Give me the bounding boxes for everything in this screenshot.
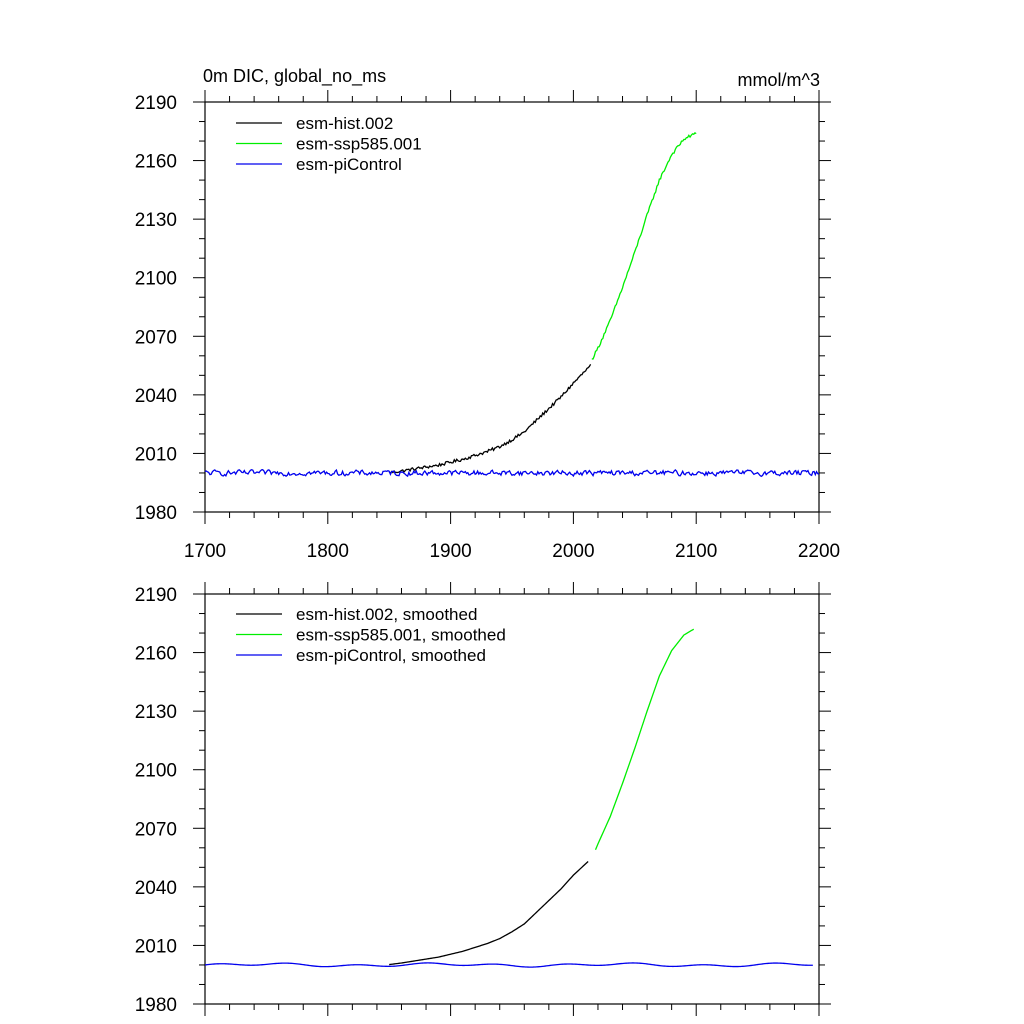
y-tick-label: 2160 [135,152,177,173]
series-line-esm-ssp585-001 [591,132,697,360]
y-tick-label: 2070 [135,327,177,348]
y-tick-label: 2130 [135,210,177,231]
series-line-esm-hist-002-smoothed [389,861,589,966]
y-tick-label: 2070 [135,819,177,840]
series-line-esm-ssp585-001-smoothed [594,628,695,851]
x-tick-label: 2000 [552,541,594,562]
y-tick-label: 2160 [135,644,177,665]
x-tick-label: 1900 [429,541,471,562]
axis-ticks [193,90,831,524]
x-tick-label: 1700 [184,541,226,562]
y-tick-label: 1980 [135,503,177,524]
x-tick-label: 2200 [798,541,840,562]
units-label: mmol/m^3 [738,70,820,90]
legend-label: esm-ssp585.001 [296,135,422,154]
legend-label: esm-hist.002, smoothed [296,605,477,624]
legend-label: esm-piControl [296,155,402,174]
data-series [204,132,820,478]
y-axis-tick-labels: 1980 2010 2040 2070 2100 2130 2160 2190 [135,585,177,1016]
bottom-chart-panel: 1980 2010 2040 2070 2100 2130 2160 2190 esm-his… [135,582,831,1016]
top-chart-panel: 0m DIC, global_no_ms mmol/m^3 1980 2010 20… [135,66,840,562]
y-tick-label: 1980 [135,995,177,1016]
x-tick-label: 1800 [307,541,349,562]
legend-label: esm-ssp585.001, smoothed [296,626,506,645]
plot-frame [204,593,820,1005]
y-tick-label: 2010 [135,936,177,957]
y-tick-label: 2190 [135,585,177,606]
legend-label: esm-hist.002 [296,114,393,133]
axis-ticks [193,582,831,1016]
x-axis-tick-labels: 1700 1800 1900 2000 2100 2200 [184,541,840,562]
chart-title: 0m DIC, global_no_ms [203,66,386,87]
x-tick-label: 2100 [675,541,717,562]
y-tick-label: 2010 [135,444,177,465]
legend-label: esm-piControl, smoothed [296,646,486,665]
series-line-esm-picontrol [204,468,820,478]
series-line-esm-hist-002 [388,364,592,475]
y-tick-label: 2100 [135,761,177,782]
data-series [204,628,813,968]
y-tick-label: 2040 [135,386,177,407]
plot-frame [204,101,820,513]
y-tick-label: 2100 [135,269,177,290]
y-axis-tick-labels: 1980 2010 2040 2070 2100 2130 2160 2190 [135,93,177,524]
y-tick-label: 2130 [135,702,177,723]
y-tick-label: 2040 [135,878,177,899]
y-tick-label: 2190 [135,93,177,114]
series-line-esm-picontrol-smoothed [204,962,813,968]
legend: esm-hist.002, smoothed esm-ssp585.001, sm… [236,605,506,665]
